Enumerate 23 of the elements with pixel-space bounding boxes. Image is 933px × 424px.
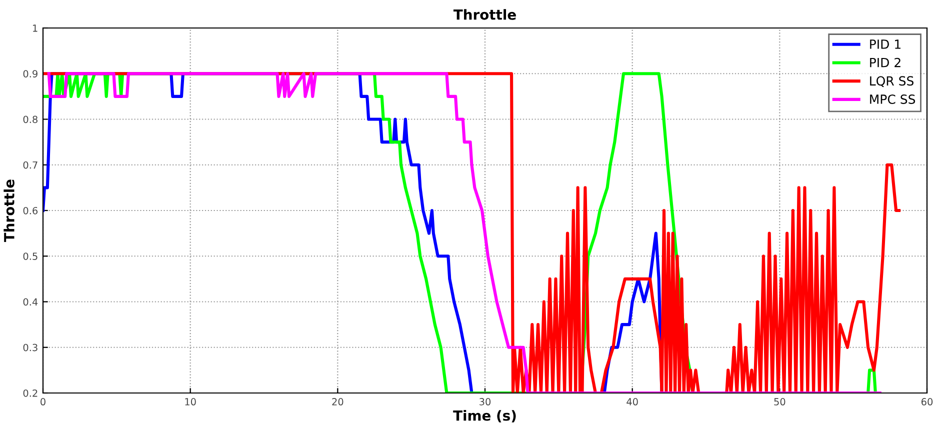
chart-title: Throttle — [453, 9, 516, 20]
x-tick-label: 60 — [921, 398, 933, 406]
legend-label: LQR SS — [870, 76, 914, 88]
x-tick-label: 20 — [332, 398, 344, 406]
x-tick-label: 0 — [40, 398, 46, 406]
y-tick-label: 0.4 — [23, 298, 38, 306]
y-tick-label: 0.6 — [23, 206, 38, 214]
x-tick-label: 40 — [626, 398, 638, 406]
y-tick-label: 1 — [33, 24, 38, 32]
legend-label: MPC SS — [870, 94, 916, 104]
legend-label: PID 2 — [870, 58, 900, 68]
x-tick-label: 30 — [480, 398, 491, 406]
x-tick-label: 10 — [185, 398, 196, 406]
y-tick-label: 0.8 — [23, 116, 38, 124]
y-tick-label: 0.7 — [23, 161, 38, 169]
y-tick-label: 0.5 — [23, 252, 38, 260]
y-tick-label: 0.3 — [23, 344, 38, 352]
legend-label: PID 1 — [870, 40, 900, 49]
y-axis-title: Throttle — [4, 180, 14, 242]
y-tick-label: 0.2 — [23, 389, 38, 397]
x-tick-label: 50 — [774, 398, 786, 406]
x-axis-title: Time (s) — [453, 410, 516, 422]
y-tick-label: 0.9 — [23, 70, 38, 78]
